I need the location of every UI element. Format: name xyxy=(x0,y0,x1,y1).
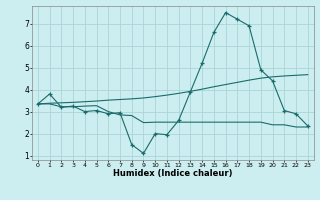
X-axis label: Humidex (Indice chaleur): Humidex (Indice chaleur) xyxy=(113,169,233,178)
